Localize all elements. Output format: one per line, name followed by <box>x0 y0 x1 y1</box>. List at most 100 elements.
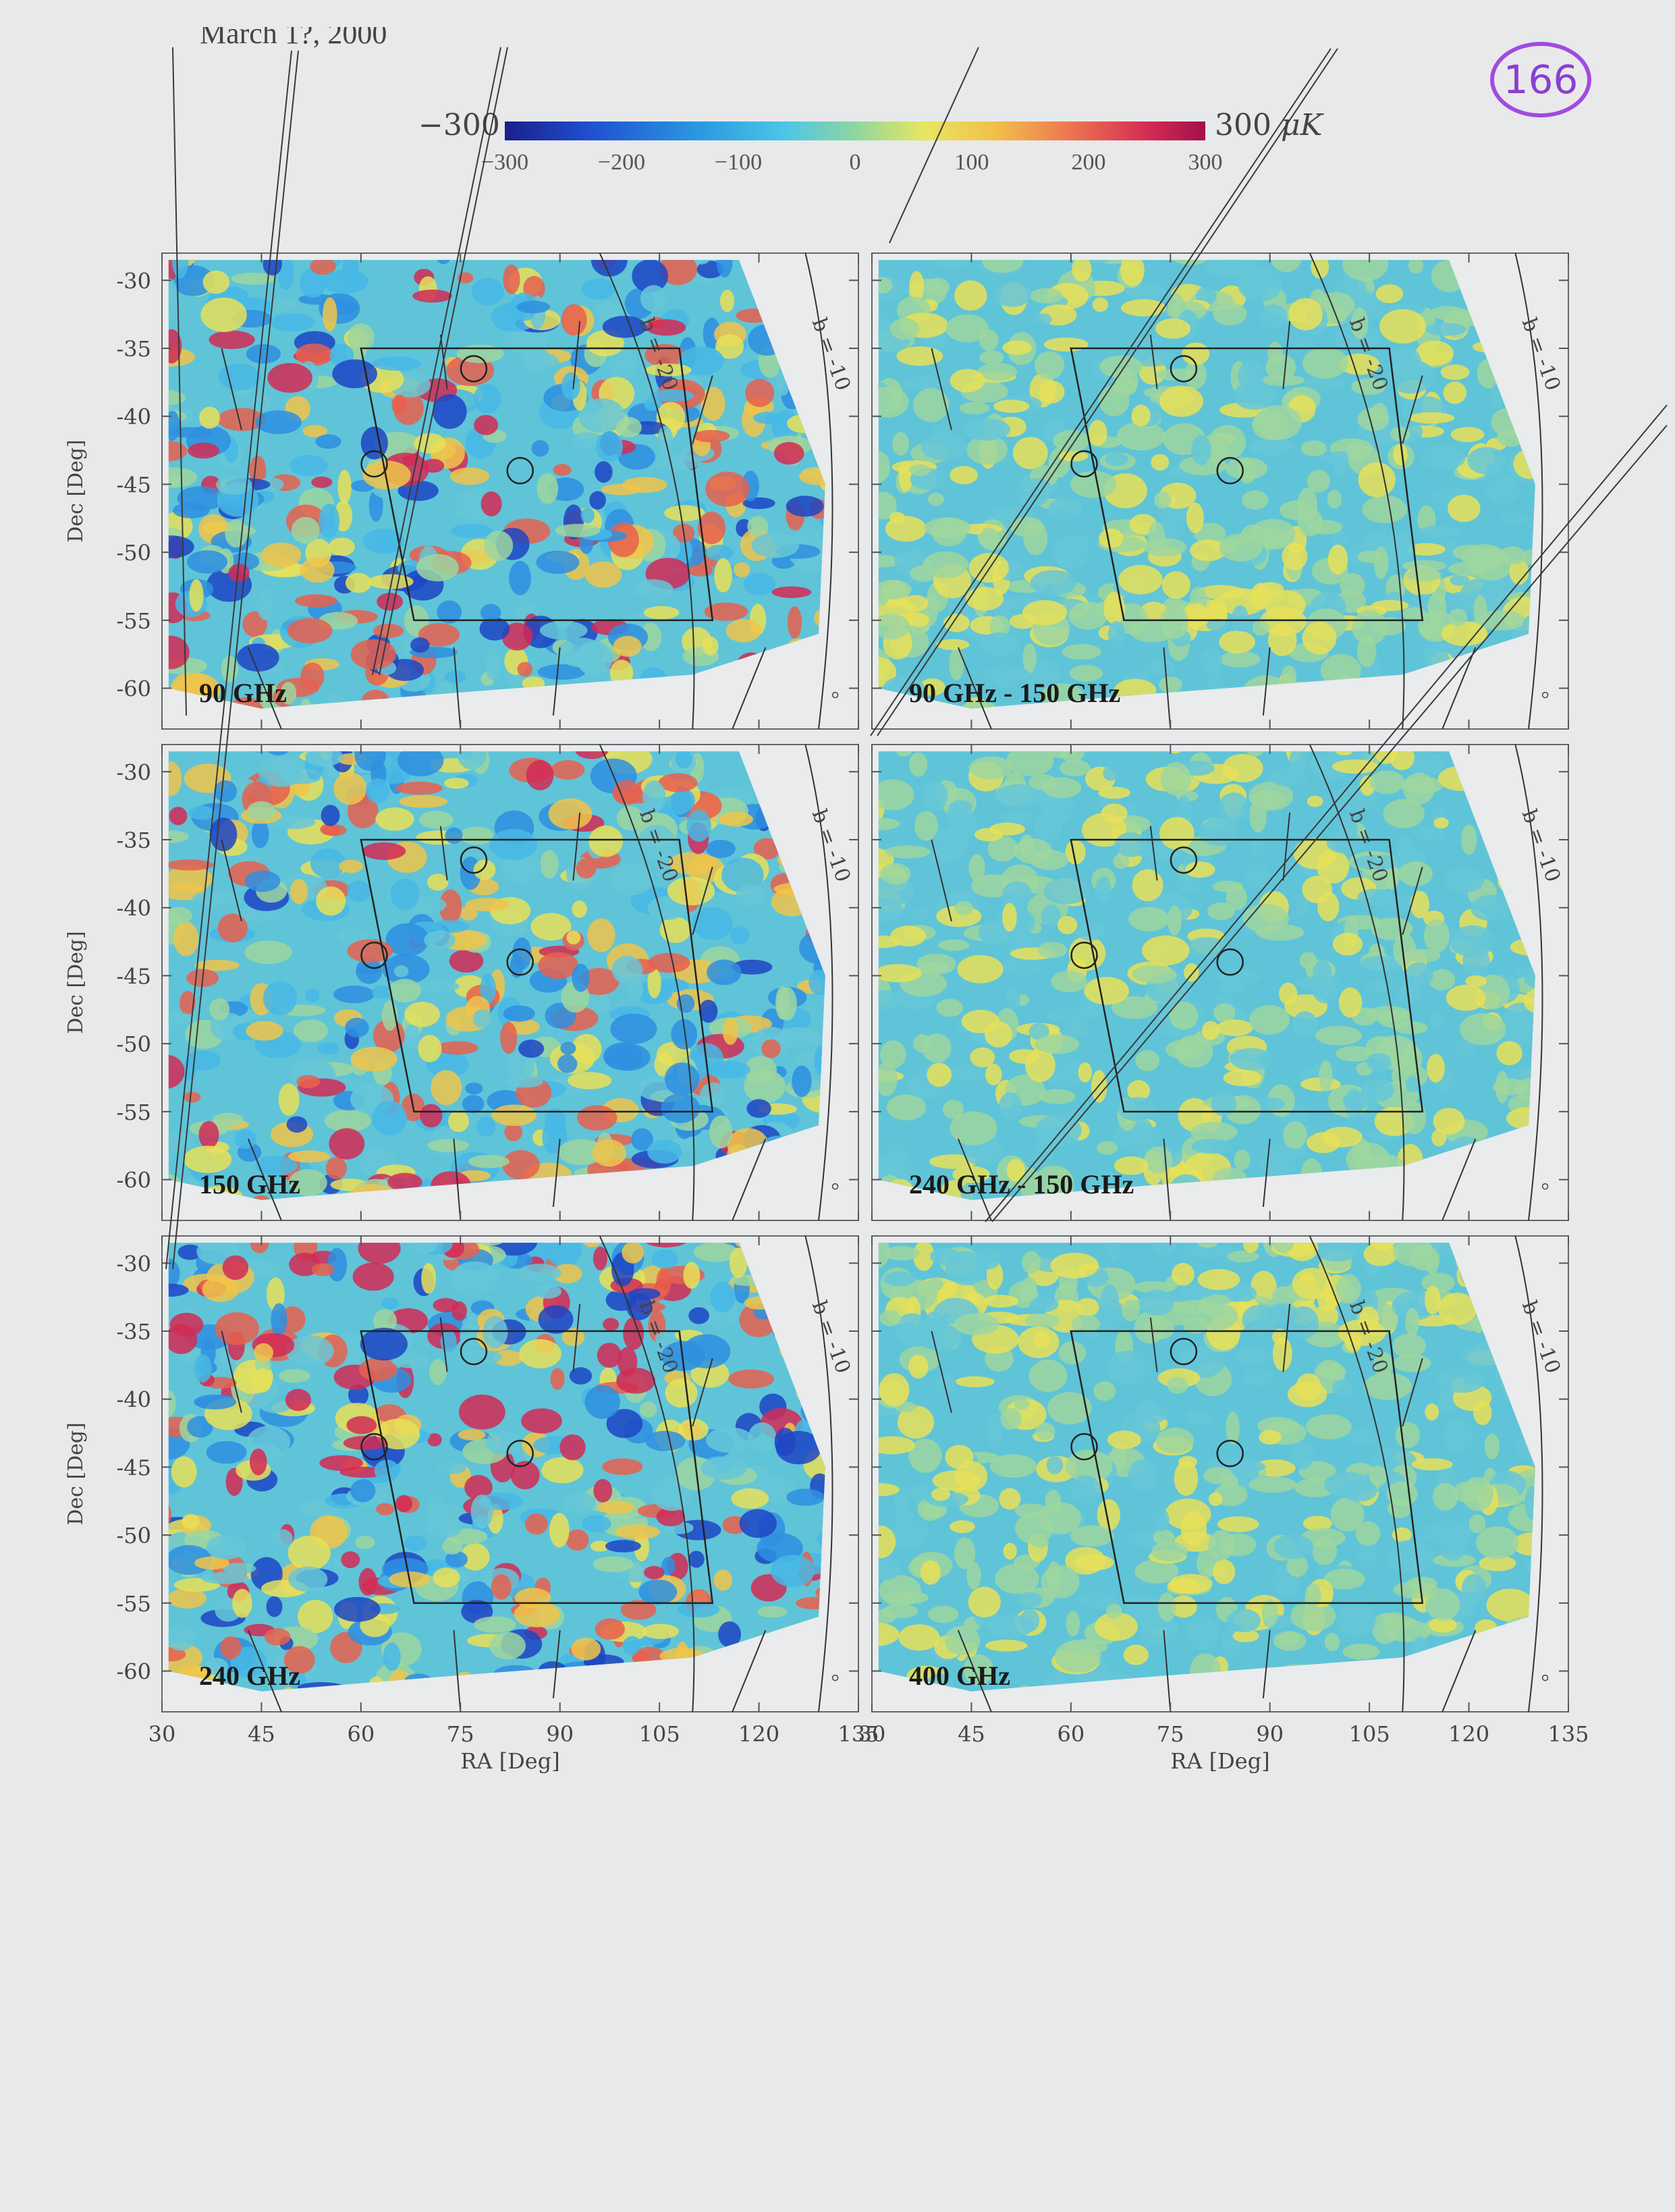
source-circle <box>360 450 388 478</box>
grid-line <box>1441 647 1477 730</box>
contour-b-minus-20 <box>1309 252 1405 730</box>
grid-line <box>552 1630 561 1698</box>
scan-line <box>870 48 1331 736</box>
contour-b-minus-10 <box>804 1235 833 1712</box>
panel-label: 240 GHz - 150 GHz <box>909 1169 1134 1199</box>
x-tick-label: 30 <box>858 1721 886 1747</box>
region-box <box>1070 347 1424 622</box>
panel-label: 240 GHz <box>199 1661 300 1691</box>
scan-line <box>379 47 508 676</box>
x-tick-label: 105 <box>1349 1721 1390 1747</box>
source-circle <box>1216 948 1244 976</box>
y-tick-label: -30 <box>116 268 151 294</box>
grid-line <box>572 1303 581 1372</box>
colorbar-min-label: −300 <box>418 108 500 142</box>
x-axis-label: RA [Deg] <box>460 1748 559 1774</box>
grid-line <box>221 1330 242 1413</box>
y-tick-label: -45 <box>116 472 151 497</box>
grid-line <box>1163 647 1172 730</box>
x-tick-label: 90 <box>546 1721 574 1747</box>
contour-b-minus-10 <box>804 252 833 730</box>
x-tick-label: 135 <box>838 1721 879 1747</box>
grid-line <box>1149 1317 1158 1372</box>
source-circle <box>1170 354 1198 383</box>
contour-b-minus-10 <box>1514 744 1543 1221</box>
y-tick-label: -40 <box>116 1387 151 1413</box>
grid-line <box>552 1139 561 1207</box>
beam-marker <box>831 691 839 699</box>
panel-label: 90 GHz - 150 GHz <box>909 678 1120 708</box>
grid-line <box>931 839 952 922</box>
scan-line <box>172 50 299 1270</box>
grid-line <box>221 839 242 922</box>
grid-line <box>221 348 242 431</box>
y-tick-label: -40 <box>116 896 151 921</box>
grid-line <box>692 1358 713 1427</box>
beam-marker <box>831 1183 839 1190</box>
grid-line <box>1402 375 1423 444</box>
beam-marker <box>1541 691 1549 699</box>
beam-marker <box>1541 1183 1549 1190</box>
contour-b-minus-10 <box>804 744 833 1221</box>
contour-b-minus-10 <box>1514 1235 1543 1712</box>
colorbar-tick-label: −300 <box>480 150 529 175</box>
grid-line <box>931 348 952 431</box>
grid-line <box>572 812 581 881</box>
source-circle <box>1070 450 1098 478</box>
y-tick-label: -50 <box>116 1523 151 1548</box>
y-axis-label: Dec [Deg] <box>64 931 88 1034</box>
x-tick-label: 45 <box>248 1721 275 1747</box>
colorbar <box>505 122 1205 140</box>
y-tick-label: -30 <box>116 759 151 785</box>
sky-map <box>168 260 825 709</box>
scan-line <box>372 47 501 676</box>
grid-line <box>1262 1630 1271 1698</box>
grid-line <box>692 867 713 936</box>
panel-label: 400 GHz <box>909 1661 1010 1691</box>
region-box <box>360 347 714 622</box>
x-tick-label: 90 <box>1256 1721 1284 1747</box>
colorbar-tick-label: −200 <box>597 150 646 175</box>
source-circle <box>1070 1432 1098 1461</box>
scan-header-fragment: March 1?, 2000 <box>200 27 387 47</box>
region-box <box>360 1330 714 1604</box>
source-circle <box>460 1337 488 1366</box>
y-tick-label: -60 <box>116 1659 151 1685</box>
grid-line <box>957 1138 992 1221</box>
x-axis-label: RA [Deg] <box>1170 1748 1269 1774</box>
region-box <box>1070 838 1424 1113</box>
colorbar-tick-label: 200 <box>1071 150 1106 175</box>
contour-b-minus-20 <box>1309 744 1405 1221</box>
source-circle <box>1216 457 1244 485</box>
contour-b-minus-20 <box>599 1235 695 1712</box>
colorbar-tick-label: 300 <box>1188 150 1223 175</box>
x-tick-label: 30 <box>148 1721 176 1747</box>
x-tick-label: 60 <box>1057 1721 1084 1747</box>
grid-line <box>247 647 282 730</box>
grid-line <box>931 1330 952 1413</box>
contour-b-minus-20 <box>599 744 695 1221</box>
x-tick-label: 105 <box>639 1721 680 1747</box>
source-circle <box>1170 1337 1198 1366</box>
y-tick-label: -55 <box>116 1100 151 1125</box>
grid-line <box>732 647 767 730</box>
grid-line <box>453 1139 462 1221</box>
scan-line <box>877 48 1338 736</box>
grid-line <box>1282 1303 1291 1372</box>
y-tick-label: -60 <box>116 1168 151 1193</box>
scan-line <box>985 404 1668 1222</box>
grid-line <box>1149 826 1158 881</box>
grid-line <box>957 1629 992 1712</box>
grid-line <box>1402 867 1423 936</box>
y-axis-label: Dec [Deg] <box>64 439 88 543</box>
source-circle <box>506 1440 534 1467</box>
x-tick-label: 75 <box>1157 1721 1184 1747</box>
source-circle <box>506 457 534 485</box>
contour-b-minus-10 <box>1514 252 1543 730</box>
x-tick-label: 45 <box>958 1721 985 1747</box>
